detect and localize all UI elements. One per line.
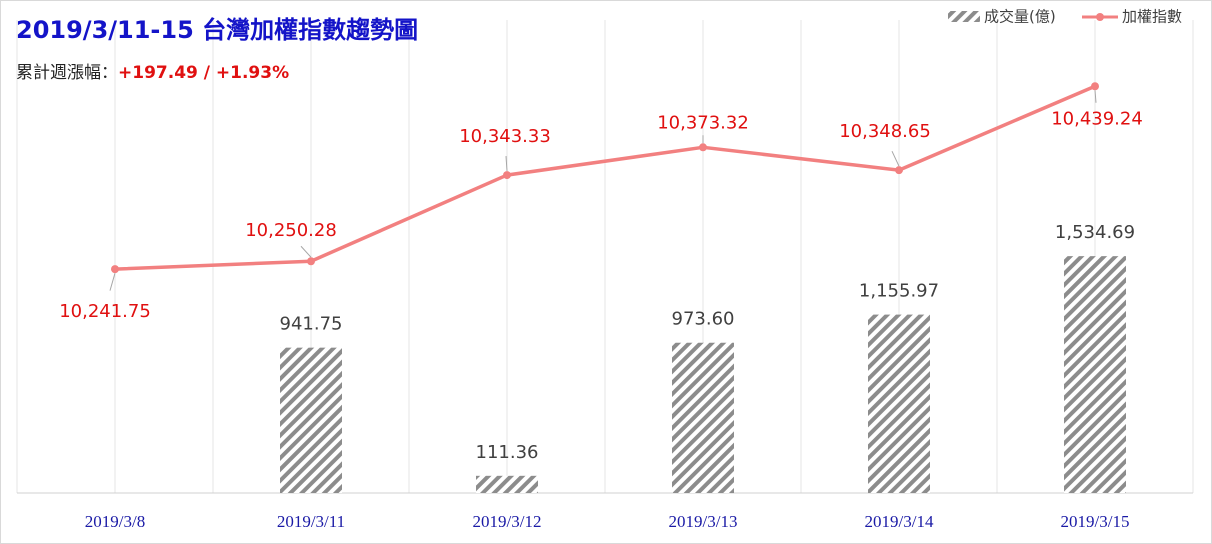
- bar-value-label: 973.60: [672, 309, 735, 330]
- bar-value-label: 1,155.97: [859, 281, 939, 302]
- bar-value-label: 1,534.69: [1055, 222, 1135, 243]
- legend-label: 加權指數: [1122, 8, 1182, 26]
- bar-value-label: 941.75: [280, 314, 343, 335]
- index-line: [114, 84, 1096, 271]
- line-value-label: 10,343.33: [459, 126, 551, 147]
- line-value-label: 10,241.75: [59, 301, 151, 322]
- line-value-label: 10,348.65: [839, 121, 931, 142]
- x-tick-label: 2019/3/15: [1061, 512, 1130, 531]
- x-tick-label: 2019/3/11: [277, 512, 345, 531]
- legend-label: 成交量(億): [984, 8, 1056, 26]
- x-tick-label: 2019/3/13: [669, 512, 738, 531]
- index-marker: [307, 257, 315, 266]
- line-value-label: 10,373.32: [657, 112, 749, 133]
- bar-value-label: 111.36: [476, 442, 539, 463]
- line-value-label: 10,250.28: [245, 220, 337, 241]
- bar: [280, 347, 342, 493]
- bar: [672, 342, 734, 493]
- leader-line: [109, 273, 116, 291]
- legend: 成交量(億) 加權指數: [948, 8, 1182, 26]
- subtitle: 累計週漲幅：+197.49 / +1.93%: [16, 63, 289, 83]
- bar: [1064, 256, 1126, 493]
- bar: [476, 475, 538, 493]
- index-marker: [1091, 82, 1099, 91]
- index-marker: [699, 143, 707, 152]
- x-tick-label: 2019/3/12: [473, 512, 542, 531]
- subtitle-label: 累計週漲幅：: [16, 63, 118, 83]
- x-tick-label: 2019/3/8: [85, 512, 145, 531]
- index-marker: [503, 171, 511, 180]
- leader-line: [505, 156, 508, 172]
- legend-marker: [1096, 13, 1104, 21]
- bar: [868, 314, 930, 493]
- line-value-label: 10,439.24: [1051, 108, 1143, 129]
- legend-swatch: [948, 11, 980, 22]
- leader-line: [300, 245, 312, 258]
- x-tick-label: 2019/3/14: [865, 512, 934, 531]
- chart-title: 2019/3/11-15 台灣加權指數趨勢圖: [16, 16, 418, 44]
- subtitle-value: +197.49 / +1.93%: [118, 63, 289, 83]
- index-marker: [895, 166, 903, 175]
- leader-line: [891, 150, 900, 167]
- index-marker: [111, 265, 119, 274]
- leader-line: [1094, 90, 1097, 103]
